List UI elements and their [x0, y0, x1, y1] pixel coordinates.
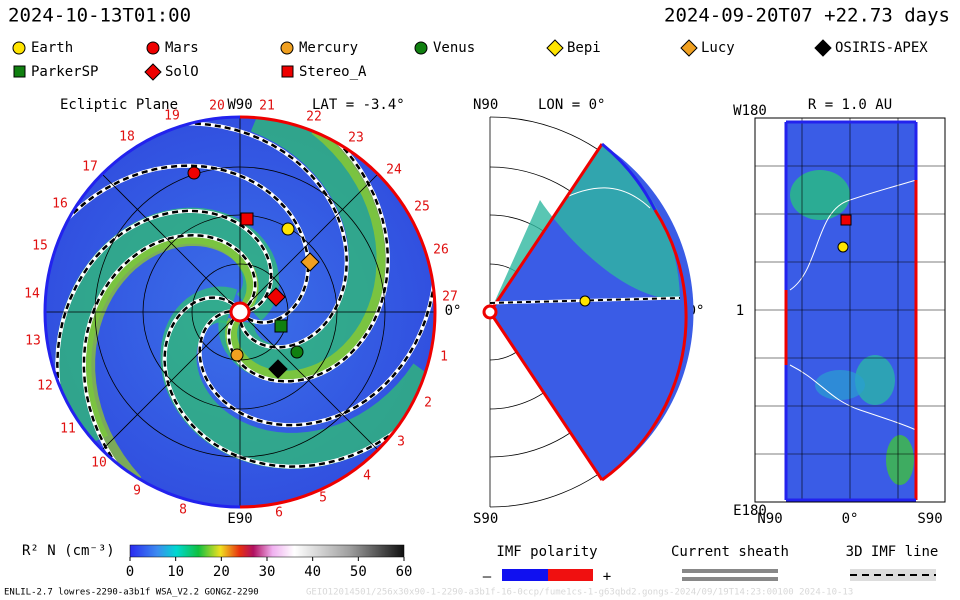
body-marker: [187, 166, 201, 180]
density-band: [55, 207, 280, 451]
carrington-label: 4: [363, 469, 371, 484]
carrington-label: 18: [119, 130, 135, 145]
time: 2024-10-13T01:00: [8, 5, 191, 27]
legend-marker: [280, 41, 294, 55]
legend-marker: [414, 41, 428, 55]
body-marker: [300, 252, 320, 272]
body-marker: [290, 345, 304, 359]
run: 2024-09-20T07 +22.73 days: [664, 5, 950, 27]
body-marker: [274, 319, 288, 333]
legend-label: SolO: [165, 64, 199, 80]
carrington-label: 11: [60, 422, 76, 437]
body-marker: [230, 348, 244, 362]
axis-label: N90: [757, 511, 782, 527]
carrington-label: 6: [275, 506, 283, 521]
legend-marker: [814, 39, 832, 57]
carrington-label: 24: [386, 163, 402, 178]
carrington-label: 2: [424, 396, 432, 411]
carrington-label: 3: [397, 435, 405, 450]
imf-line: [61, 164, 310, 324]
lat: LAT = -3.4°: [312, 97, 405, 113]
density-band: [218, 117, 386, 382]
imf-title: IMF polarity: [496, 544, 597, 560]
r-label: R = 1.0 AU: [808, 97, 892, 113]
colorbar-tick-label: 50: [350, 564, 367, 580]
legend-label: OSIRIS-APEX: [835, 40, 928, 56]
carrington-label: 10: [91, 456, 107, 471]
imf-line: [179, 122, 348, 349]
axis-label: S90: [917, 511, 942, 527]
carrington-label: 14: [24, 287, 40, 302]
axis-label: S90: [473, 511, 498, 527]
axis-label: E180: [733, 503, 767, 519]
legend-marker: [546, 39, 564, 57]
panel-title: Ecliptic Plane: [60, 97, 178, 113]
carrington-label: 26: [433, 243, 449, 258]
colorbar-tick-label: 20: [213, 564, 230, 580]
carrington-label: 20: [209, 99, 225, 114]
legend-marker: [12, 41, 26, 55]
axis-label: E90: [227, 511, 252, 527]
legend-marker: [281, 65, 294, 78]
legend-marker: [144, 63, 162, 81]
colorbar-tick-label: 0: [126, 564, 134, 580]
axis-label: 0°: [842, 511, 859, 527]
imf-minus: –: [483, 569, 492, 585]
footer: ENLIL-2.7 lowres-2290-a3b1f WSA_V2.2 GON…: [4, 588, 259, 598]
legend-label: ParkerSP: [31, 64, 98, 80]
colorbar-tick-label: 10: [167, 564, 184, 580]
legend-label: Stereo_A: [299, 64, 367, 80]
colorbar-tick-label: 40: [304, 564, 321, 580]
carrington-label: 12: [37, 379, 53, 394]
body-marker: [240, 212, 254, 226]
legend-label: Lucy: [701, 40, 735, 56]
density-band: [83, 233, 259, 485]
carrington-label: 21: [259, 99, 275, 114]
axis-label: W180: [733, 103, 767, 119]
legend-label: Earth: [31, 40, 73, 56]
carrington-label: 15: [32, 239, 48, 254]
legend-label: Venus: [433, 40, 475, 56]
legend-label: Bepi: [567, 40, 601, 56]
body-marker: [266, 287, 286, 307]
carrington-label: 27: [442, 290, 458, 305]
legend-marker: [680, 39, 698, 57]
carrington-label: 5: [319, 491, 327, 506]
sheath-title: Current sheath: [671, 544, 789, 560]
carrington-label: 8: [179, 503, 187, 518]
body-marker: [268, 359, 288, 379]
legend-marker: [146, 41, 160, 55]
carrington-label: 9: [133, 484, 141, 499]
colorbar-tick-label: 30: [259, 564, 276, 580]
axis-label: 0°: [445, 303, 462, 319]
imfline-title: 3D IMF line: [846, 544, 939, 560]
carrington-label: 19: [164, 109, 180, 124]
carrington-label: 16: [52, 197, 68, 212]
carrington-label: 25: [414, 200, 430, 215]
legend-label: Mercury: [299, 40, 358, 56]
carrington-label: 1: [440, 350, 448, 365]
carrington-label: 17: [82, 160, 98, 175]
carrington-label: 23: [348, 131, 364, 146]
imf-plus: +: [603, 569, 611, 585]
legend-marker: [13, 65, 26, 78]
axis-label: W90: [227, 97, 252, 113]
lon: LON = 0°: [538, 97, 605, 113]
legend-label: Mars: [165, 40, 199, 56]
colorbar-label: R² N (cm⁻³): [22, 543, 115, 559]
footer-faded: GEIO12014501/256x30x90-1-2290-a3b1f-16-0…: [306, 588, 853, 598]
axis-label: N90: [473, 97, 498, 113]
imf-line: [163, 296, 402, 468]
colorbar-tick-label: 60: [396, 564, 413, 580]
imf-line: [82, 233, 257, 471]
carrington-label: 22: [306, 110, 322, 125]
body-marker: [281, 222, 295, 236]
imf-line: [56, 209, 273, 394]
carrington-label: 13: [25, 334, 41, 349]
axis-label: 1: [736, 303, 744, 319]
imf-line: [198, 276, 435, 427]
